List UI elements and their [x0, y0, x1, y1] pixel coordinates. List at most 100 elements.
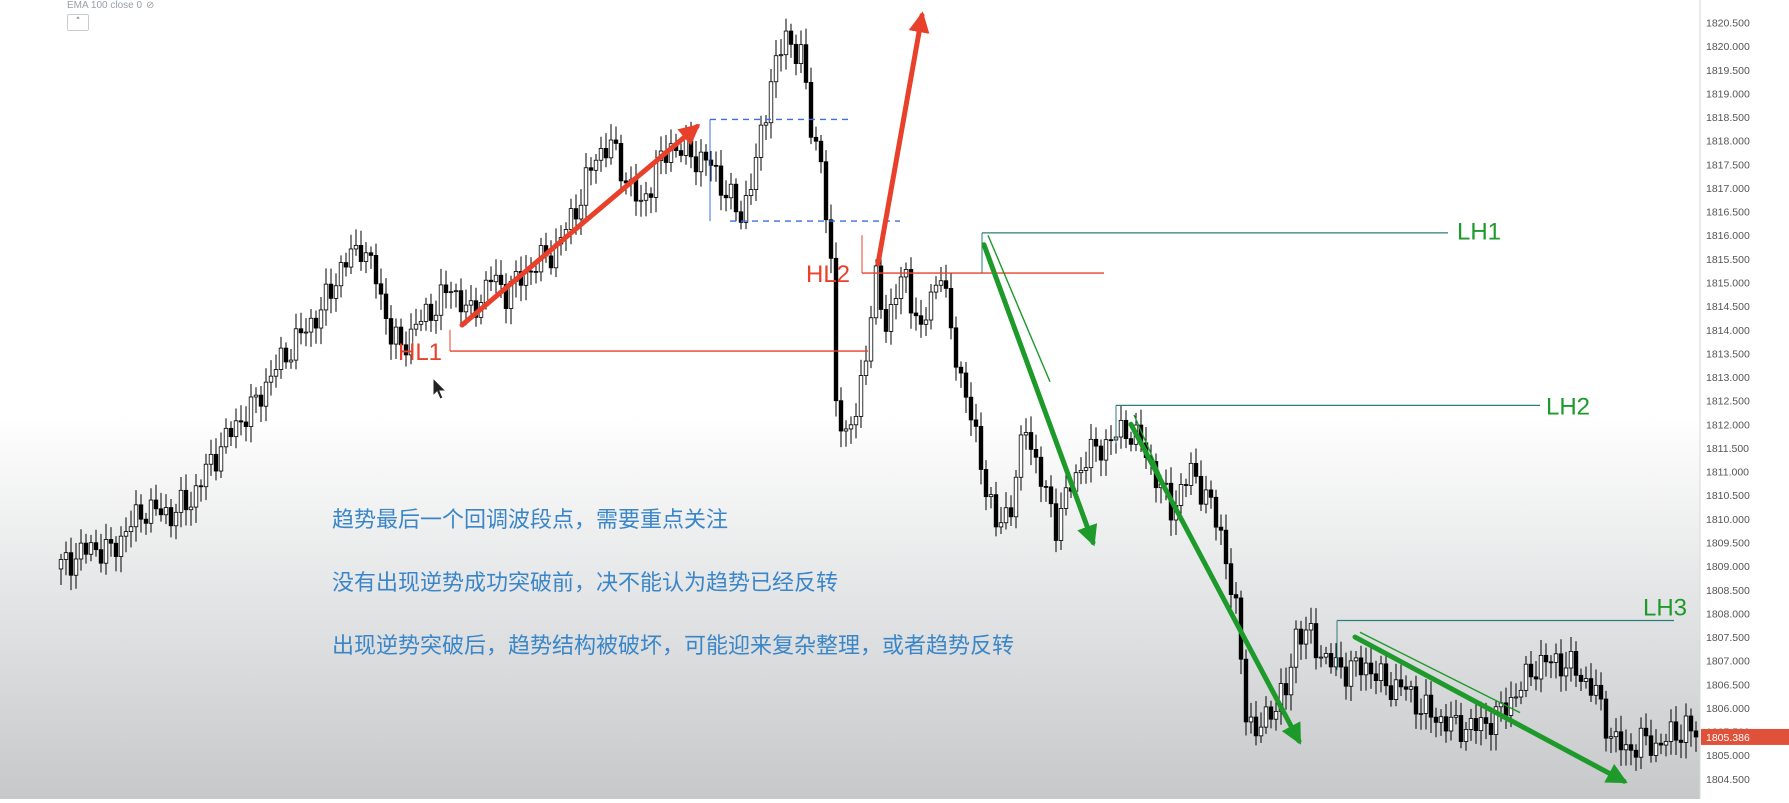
- candle-up: [1103, 439, 1109, 461]
- candle-up: [1178, 484, 1184, 506]
- candle-up: [118, 535, 124, 557]
- candle-down: [618, 143, 624, 182]
- y-tick-label: 1816.500: [1706, 207, 1750, 219]
- candle-down: [1483, 717, 1489, 724]
- candle-down: [1573, 651, 1579, 676]
- candle-up: [848, 424, 854, 430]
- candle-down: [983, 469, 989, 498]
- candle-up: [638, 199, 644, 202]
- candle-down: [573, 208, 579, 220]
- candle-up: [333, 285, 339, 299]
- candle-down: [738, 211, 744, 223]
- candle-up: [253, 394, 259, 398]
- candle-down: [1473, 718, 1479, 731]
- y-tick-label: 1814.000: [1706, 325, 1750, 337]
- candle-down: [733, 183, 739, 213]
- candle-down: [993, 494, 999, 528]
- candle-up: [1348, 660, 1354, 687]
- candle-down: [1383, 663, 1389, 687]
- candle-down: [398, 326, 404, 346]
- candle-up: [1323, 653, 1329, 658]
- candle-down: [1343, 666, 1349, 687]
- candle-up: [1293, 628, 1299, 668]
- candle-down: [1618, 731, 1624, 751]
- trend-line: [987, 234, 1051, 383]
- candle-down: [1048, 486, 1054, 505]
- y-tick-label: 1815.000: [1706, 278, 1750, 290]
- candle-down: [788, 30, 794, 45]
- candle-up: [453, 290, 459, 293]
- candle-down: [813, 136, 819, 142]
- candle-up: [843, 428, 849, 432]
- candle-up: [933, 284, 939, 293]
- candle-down: [533, 271, 539, 273]
- candle-up: [1088, 438, 1094, 469]
- annotation-note-1: 趋势最后一个回调波段点，需要重点关注: [332, 508, 729, 533]
- candle-up: [1593, 684, 1599, 696]
- candle-up: [1188, 462, 1194, 486]
- candle-down: [258, 394, 264, 407]
- candle-down: [1183, 484, 1189, 486]
- candle-up: [413, 323, 419, 330]
- candle-down: [1108, 439, 1114, 442]
- candle-up: [148, 499, 154, 524]
- candle-up: [893, 298, 899, 305]
- y-tick-label: 1809.000: [1706, 561, 1750, 573]
- candle-down: [1033, 449, 1039, 458]
- candle-up: [1273, 710, 1279, 720]
- candle-up: [73, 558, 79, 576]
- candle-up: [493, 274, 499, 283]
- candle-up: [873, 265, 879, 319]
- candle-down: [723, 194, 729, 199]
- candle-up: [418, 321, 424, 325]
- y-tick-label: 1820.500: [1706, 18, 1750, 30]
- candle-up: [58, 559, 64, 570]
- candle-down: [953, 327, 959, 368]
- candle-up: [273, 369, 279, 377]
- candle-up: [128, 526, 134, 533]
- label-lh1: LH1: [1457, 219, 1501, 246]
- y-tick-label: 1815.500: [1706, 254, 1750, 266]
- candle-down: [108, 539, 114, 544]
- candle-down: [378, 283, 384, 295]
- candle-down: [83, 542, 89, 555]
- label-lh3: LH3: [1643, 594, 1687, 621]
- candle-down: [138, 504, 144, 520]
- y-tick-label: 1819.000: [1706, 88, 1750, 100]
- candle-down: [458, 290, 464, 313]
- candle-up: [1258, 726, 1264, 737]
- candle-up: [1453, 715, 1459, 718]
- candle-down: [68, 552, 74, 576]
- candle-down: [1358, 657, 1364, 676]
- candle-up: [278, 347, 284, 370]
- candle-down: [1128, 438, 1134, 445]
- candle-up: [468, 300, 474, 306]
- candle-up: [1013, 476, 1019, 518]
- candle-up: [653, 160, 659, 198]
- candle-up: [448, 291, 454, 294]
- candle-down: [603, 148, 609, 159]
- candle-down: [143, 518, 149, 524]
- candles-group: [58, 18, 1699, 771]
- y-tick-label: 1807.500: [1706, 632, 1750, 644]
- up-arrow-1: [459, 123, 701, 328]
- candle-up: [203, 463, 209, 488]
- candle-down: [1543, 654, 1549, 663]
- candle-up: [1523, 663, 1529, 691]
- eye-off-icon[interactable]: ⊘: [146, 0, 155, 11]
- candle-down: [613, 139, 619, 144]
- chevron-up-icon[interactable]: ˄: [67, 14, 89, 31]
- candle-down: [633, 179, 639, 202]
- candle-down: [1368, 662, 1374, 675]
- candle-down: [428, 303, 434, 321]
- up-arrow-2: [875, 11, 930, 267]
- ema-legend[interactable]: EMA 100 close 0: [67, 0, 143, 11]
- candle-down: [1428, 694, 1434, 718]
- candle-down: [1053, 503, 1059, 541]
- candle-down: [1193, 462, 1199, 477]
- candle-up: [608, 139, 614, 159]
- candle-up: [1063, 487, 1069, 509]
- candle-down: [98, 549, 104, 564]
